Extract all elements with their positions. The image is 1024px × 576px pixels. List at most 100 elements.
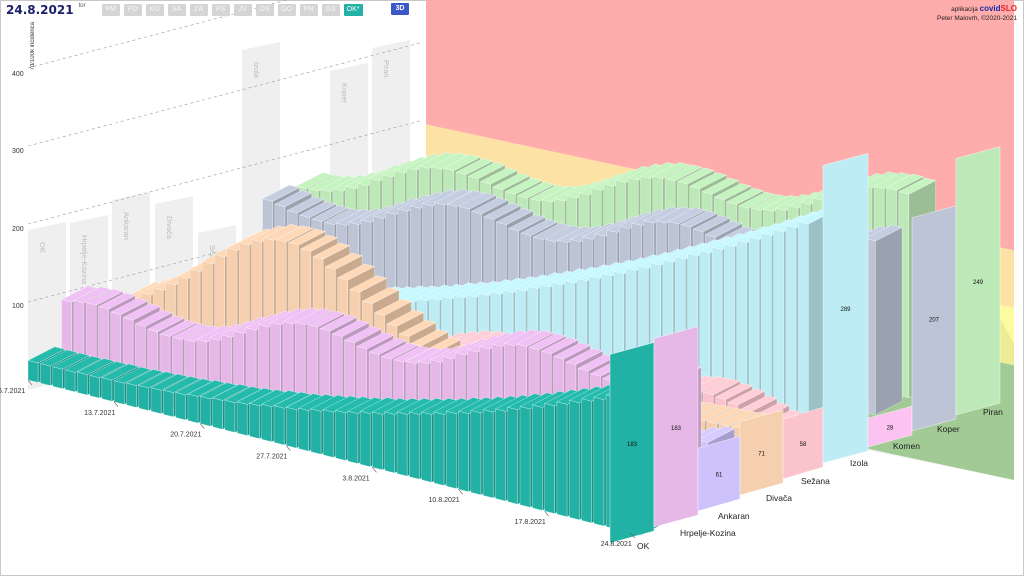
bar-koper [397,208,409,297]
x-tick [458,489,463,495]
ghost-series-label: Hrpelje-Kozina [80,235,89,285]
bar-ok [507,407,518,505]
ghost-series-label: Koper [340,83,349,104]
tab-pd[interactable]: PD [123,4,142,16]
bar-ok [212,397,223,430]
grid-line [27,120,421,225]
series-label: Sežana [801,476,830,486]
series-label: Piran [983,407,1003,417]
bar-ok [40,363,51,386]
bar-ok [52,366,63,389]
x-tick-label: 27.7.2021 [256,454,287,461]
x-tick [199,423,205,429]
tab-pn[interactable]: PN [299,4,318,16]
bar-ok [458,411,469,492]
latest-value-label: 28 [887,426,894,432]
ghost-series-label: Divača [165,216,174,240]
tab-ok[interactable]: OK* [343,4,363,16]
series-label: Izola [850,458,868,468]
x-tick-label: 17.8.2021 [515,519,546,526]
bar-ok [532,404,543,511]
tab-sa[interactable]: SA [167,4,186,16]
bar-ok [384,411,395,474]
latest-value-label: 289 [840,307,851,313]
bar-ok [347,411,359,464]
bar-ok [163,389,174,418]
bar-ok [200,396,211,427]
brand-accent: SLO [1000,4,1017,13]
bar-ok [569,400,580,521]
series-label: Hrpelje-Kozina [680,528,736,538]
latest-value-label: 58 [800,442,807,448]
bar-ok [298,407,309,452]
bar-ok [273,405,285,446]
bar-ok [446,411,457,489]
tab-za[interactable]: ZA [189,4,208,16]
bar-koper [409,205,421,300]
bar-ok [236,401,248,436]
ghost-series-label: Izola [252,62,261,79]
top-bar: 24.8.2021 tor PM PD KO SA ZA PS JV OS GO… [6,3,363,17]
bar-ok [396,411,408,477]
bar-ok [224,400,236,433]
latest-block-piran [955,146,1001,416]
tab-jv[interactable]: JV [233,4,252,16]
x-tick [630,532,635,539]
bar-ok [482,409,494,499]
bar-ok [138,385,149,411]
bar-ok [286,407,297,449]
series-label: Koper [937,424,960,434]
y-tick-label: 300 [12,148,24,155]
bar-ok [581,398,592,524]
series-label: OK [637,541,650,551]
brand-main: covid [979,4,1001,13]
x-tick [113,401,119,408]
bar-ok [64,369,76,393]
bar-ok [261,403,272,443]
bar-ok [433,411,445,486]
series-label: Komen [893,441,920,451]
x-tick-label: 20.7.2021 [170,432,201,439]
bar-ok [310,408,322,455]
latest-value-label: 183 [671,426,682,432]
ghost-series-label: OK [38,242,47,253]
bar-ok [77,372,88,396]
date-weekday: tor [78,3,86,9]
tab-os[interactable]: OS [255,4,274,16]
bar-ok [556,401,568,517]
x-tick-label: 6.7.2021 [0,388,25,395]
tab-pm[interactable]: PM [101,4,120,16]
toggle-3d-button[interactable]: 3D [391,3,409,15]
bar-ok [409,411,420,480]
y-tick-label: 200 [12,226,24,233]
bar-ok [470,410,482,496]
ghost-series-label: Ankaran [122,212,131,240]
grid-line [27,42,421,147]
bar-ok [372,411,383,471]
latest-block-divača [739,409,784,496]
series-label: Ankaran [718,511,750,521]
ghost-series-label: Piran [382,60,391,78]
bar-side-koper [875,227,903,416]
latest-block-hrpelje-kozina [653,326,699,528]
latest-value-label: 61 [716,473,723,479]
latest-value-label: 207 [929,317,940,323]
y-tick-label: 400 [12,71,24,78]
credit-prefix: aplikacija [951,6,978,13]
bar-ok [359,411,371,467]
latest-block-izola [822,153,869,464]
x-tick [27,379,33,386]
brand-logo[interactable]: covidSLO [980,4,1017,13]
y-axis-title: 7d/100k incidenca [30,22,36,71]
x-tick-label: 24.8.2021 [601,541,632,548]
tab-ko[interactable]: KO [145,4,164,16]
tab-go[interactable]: GO [277,4,296,16]
x-tick [544,510,549,517]
x-tick [286,445,291,451]
tab-ps[interactable]: PS [211,4,230,16]
bar-ok [335,410,346,461]
bar-ok [519,406,531,508]
tab-gs[interactable]: GS [321,4,340,16]
app-credit: aplikacija covidSLO Peter Malovrh, ©2020… [937,4,1017,23]
x-tick-label: 10.8.2021 [429,497,460,504]
